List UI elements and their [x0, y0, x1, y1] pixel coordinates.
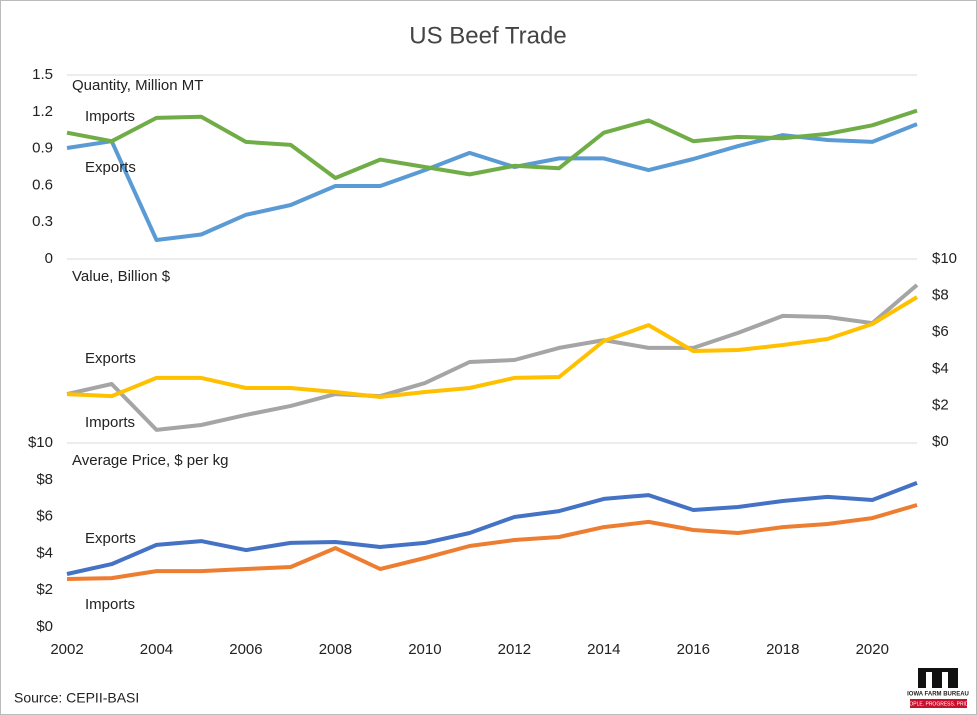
series-line — [66, 283, 919, 432]
panel-title: Value, Billion $ — [72, 268, 171, 285]
source: Source: CEPII-BASI — [14, 690, 139, 706]
x-tick-label: 2016 — [677, 641, 710, 658]
y-tick-label: 0 — [45, 250, 53, 267]
y-tick-label: $2 — [932, 396, 949, 413]
x-tick-label: 2002 — [50, 641, 83, 658]
y-tick-label: $6 — [932, 323, 949, 340]
series-label: Exports — [85, 530, 136, 547]
y-tick-label: $6 — [36, 508, 53, 525]
series-line — [66, 481, 918, 576]
panel-title: Average Price, $ per kg — [72, 452, 228, 469]
x-tick-label: 2010 — [408, 641, 441, 658]
series-label: Exports — [85, 159, 136, 176]
y-tick-label: 0.3 — [32, 213, 53, 230]
y-tick-label: $8 — [932, 287, 949, 304]
x-tick-label: 2014 — [587, 641, 620, 658]
x-tick-label: 2006 — [229, 641, 262, 658]
x-tick-label: 2018 — [766, 641, 799, 658]
series-label: Imports — [85, 596, 135, 613]
series-line — [66, 503, 918, 581]
logo: IOWA FARM BUREAU PEOPLE. PROGRESS. PRIDE… — [903, 668, 974, 708]
y-tick-label: 1.5 — [32, 66, 53, 83]
series-line — [66, 108, 918, 180]
logo-mark — [942, 672, 948, 688]
x-tick-label: 2008 — [319, 641, 352, 658]
y-tick-label: 0.9 — [32, 140, 53, 157]
logo-mark — [918, 668, 958, 688]
x-tick-label: 2004 — [140, 641, 173, 658]
y-tick-label: $4 — [932, 360, 949, 377]
series-label: Exports — [85, 350, 136, 367]
x-tick-label: 2020 — [856, 641, 889, 658]
y-tick-label: $2 — [36, 581, 53, 598]
y-tick-label: 0.6 — [32, 176, 53, 193]
series-line — [66, 295, 919, 399]
panel-title: Quantity, Million MT — [72, 77, 203, 94]
y-tick-label: 1.2 — [32, 103, 53, 120]
logo-name: IOWA FARM BUREAU — [907, 692, 969, 698]
y-tick-label: $10 — [28, 434, 53, 451]
logo-tagline: PEOPLE. PROGRESS. PRIDE. — [903, 701, 974, 707]
y-tick-label: $10 — [932, 250, 957, 267]
y-tick-label: $0 — [36, 618, 53, 635]
series-label: Imports — [85, 414, 135, 431]
logo-band — [910, 699, 967, 708]
series-label: Imports — [85, 108, 135, 125]
y-tick-label: $8 — [36, 471, 53, 488]
logo-mark — [926, 672, 932, 688]
x-tick-label: 2012 — [498, 641, 531, 658]
y-tick-label: $0 — [932, 433, 949, 450]
y-tick-label: $4 — [36, 544, 53, 561]
chart-title: US Beef Trade — [409, 22, 566, 49]
